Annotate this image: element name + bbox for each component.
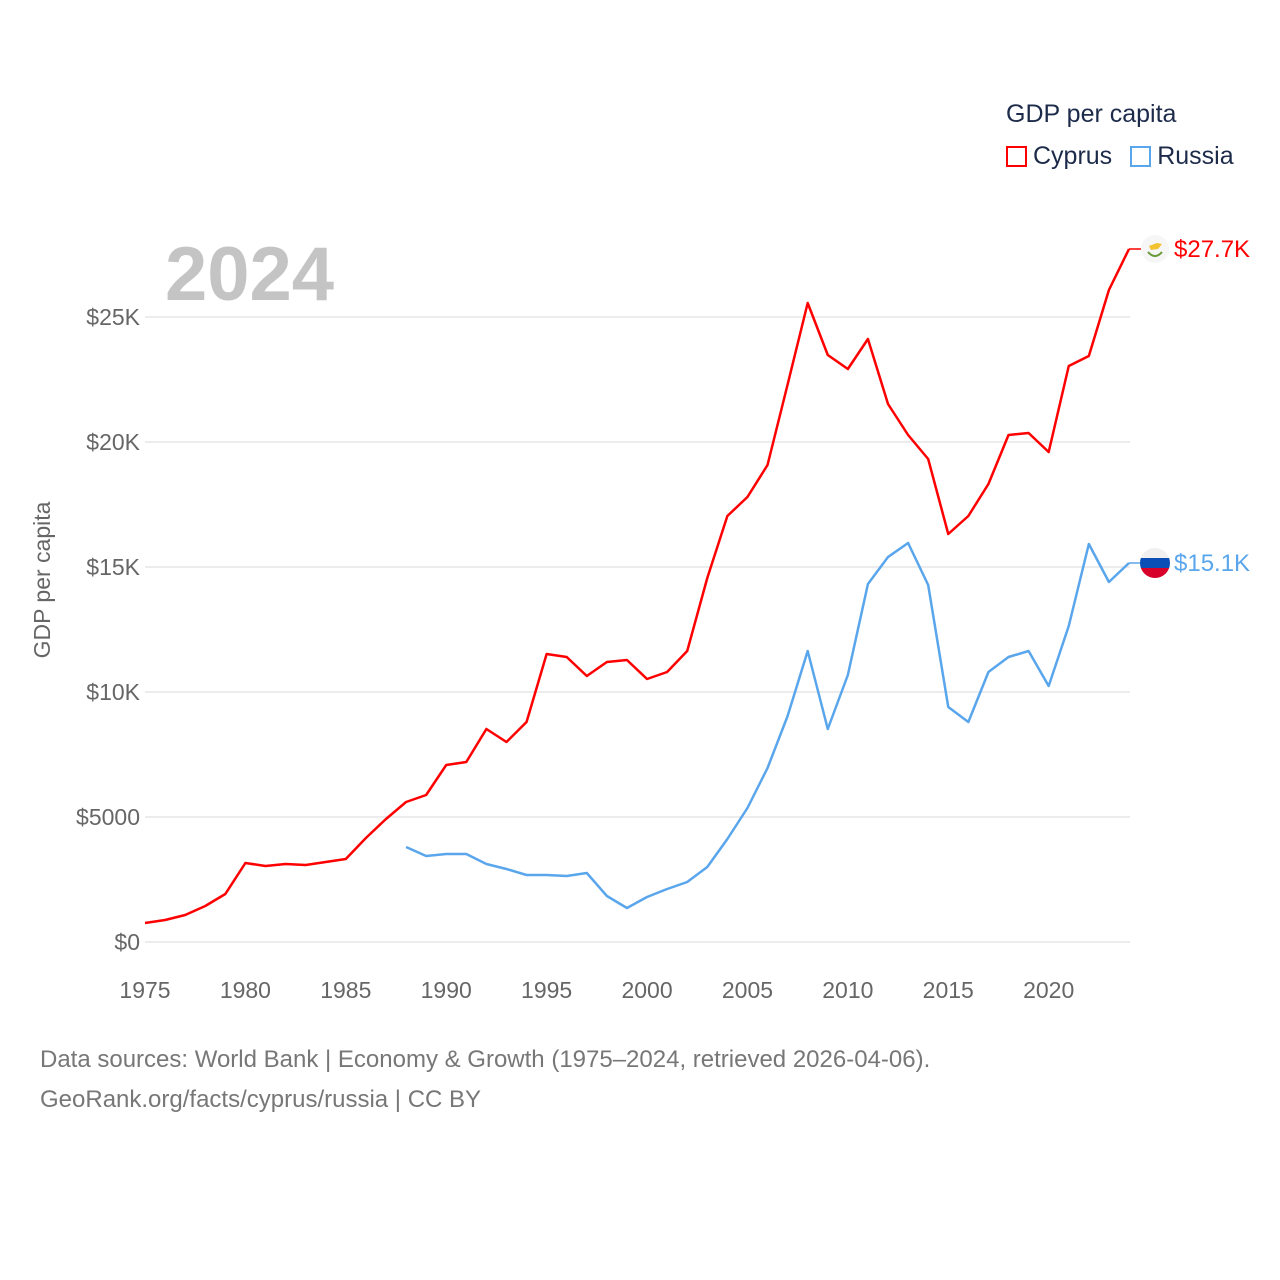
series-line-cyprus	[144, 248, 1131, 925]
legend-title: GDP per capita	[1006, 100, 1177, 128]
footer-attribution[interactable]: GeoRank.org/facts/cyprus/russia | CC BY	[40, 1086, 482, 1113]
y-tick-label: $0	[114, 929, 140, 955]
year-watermark: 2024	[165, 232, 334, 317]
legend-item-russia[interactable]: Russia	[1130, 142, 1234, 171]
series-end-labels: $27.7K $15.1K	[1129, 235, 1250, 578]
legend-label-cyprus: Cyprus	[1033, 142, 1113, 170]
x-tick-label: 1985	[320, 977, 371, 1003]
legend: Cyprus Russia	[1006, 142, 1234, 171]
russia-flag-icon	[1140, 548, 1170, 578]
grid-lines	[145, 316, 1130, 943]
x-tick-label: 2005	[722, 977, 773, 1003]
x-tick-label: 2000	[621, 977, 672, 1003]
legend-label-russia: Russia	[1157, 142, 1234, 170]
y-axis-ticks: $0 $5000 $10K $15K $20K $25K	[76, 304, 141, 955]
footer-sources: Data sources: World Bank | Economy & Gro…	[40, 1046, 931, 1073]
end-label-russia: $15.1K	[1174, 550, 1250, 577]
legend-swatch-cyprus	[1006, 146, 1027, 167]
y-tick-label: $5000	[76, 804, 140, 830]
legend-swatch-russia	[1130, 146, 1152, 167]
y-tick-label: $15K	[86, 554, 140, 580]
x-tick-label: 2015	[923, 977, 974, 1003]
y-tick-label: $10K	[86, 679, 140, 705]
x-tick-label: 2010	[822, 977, 873, 1003]
x-tick-label: 1980	[220, 977, 271, 1003]
y-tick-label: $20K	[86, 429, 140, 455]
cyprus-flag-icon	[1141, 235, 1169, 263]
series-line-russia	[405, 541, 1130, 910]
x-tick-label: 2020	[1023, 977, 1074, 1003]
legend-item-cyprus[interactable]: Cyprus	[1006, 142, 1112, 171]
y-axis-label: GDP per capita	[29, 501, 55, 658]
x-tick-label: 1995	[521, 977, 572, 1003]
series-lines	[144, 248, 1131, 925]
x-axis-ticks: 1975 1980 1985 1990 1995 2000 2005 2010 2015 2020	[119, 977, 1074, 1003]
x-tick-label: 1990	[421, 977, 472, 1003]
end-label-cyprus: $27.7K	[1174, 236, 1250, 263]
y-tick-label: $25K	[86, 304, 140, 330]
x-tick-label: 1975	[119, 977, 170, 1003]
